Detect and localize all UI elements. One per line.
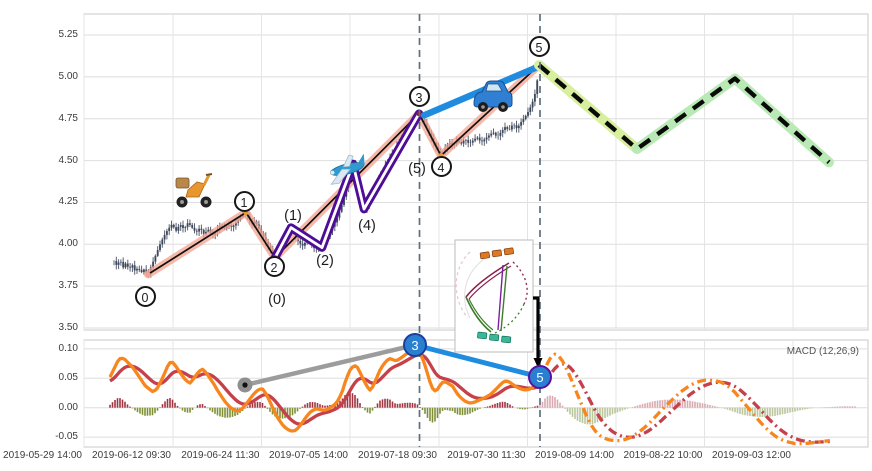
x-axis-tick: 2019-07-05 14:00	[269, 450, 348, 461]
x-axis-tick: 2019-06-12 09:30	[92, 450, 171, 461]
wave-label-circled-5: 5	[528, 35, 550, 57]
macd-histogram	[109, 392, 856, 425]
macd-connectors	[237, 342, 543, 393]
blue-trendline	[420, 63, 542, 119]
car-icon	[473, 80, 513, 112]
price-y-tick: 4.00	[58, 238, 78, 250]
wave-label-circled-4: 4	[430, 155, 452, 177]
arrow-annotation	[533, 296, 543, 368]
price-y-tick: 5.25	[58, 29, 78, 40]
wave-label-circled-2: 2	[263, 255, 285, 277]
macd-y-tick: 0.10	[58, 342, 78, 354]
subwave-label-(2): (2)	[316, 253, 334, 269]
wave-label-circled-3: 3	[408, 85, 430, 107]
price-y-tick: 5.00	[58, 70, 78, 82]
subwave-label-(0): (0)	[268, 292, 286, 308]
macd-lines	[108, 348, 831, 446]
macd-indicator-label: MACD (12,26,9)	[786, 346, 859, 357]
macd-marker-5: 5	[528, 365, 552, 389]
x-axis-tick: 2019-08-09 14:00	[535, 450, 614, 461]
x-axis-tick: 2019-07-18 09:30	[358, 450, 437, 461]
macd-y-tick: 0.05	[58, 372, 78, 384]
price-y-tick: 3.75	[58, 280, 78, 292]
macd-y-tick: 0.00	[58, 401, 78, 413]
subwave-label-(4): (4)	[358, 218, 376, 234]
inset-thumbnail	[454, 239, 534, 353]
price-y-tick: 3.50	[58, 322, 78, 334]
scooter-icon	[175, 173, 213, 208]
x-axis-tick: 2019-09-03 12:00	[712, 450, 791, 461]
x-axis-tick: 2019-05-29 14:00	[3, 450, 82, 461]
subwave-label-(5): (5)	[408, 161, 426, 177]
macd-y-tick: -0.05	[55, 431, 78, 443]
subwave-line	[270, 109, 424, 262]
wave-label-circled-1: 1	[233, 190, 255, 212]
forecast-line	[534, 60, 834, 168]
macd-marker-3: 3	[403, 333, 427, 357]
x-axis-tick: 2019-08-22 10:00	[623, 450, 703, 461]
wave-label-circled-0: 0	[134, 285, 156, 307]
subwave-label-(1): (1)	[284, 208, 302, 224]
airplane-icon	[330, 153, 365, 185]
price-y-tick: 4.50	[58, 154, 78, 166]
price-y-tick: 4.25	[58, 196, 78, 208]
x-axis-tick: 2019-07-30 11:30	[447, 450, 526, 461]
x-axis-tick: 2019-06-24 11:30	[181, 450, 260, 461]
price-y-tick: 4.75	[58, 112, 78, 124]
